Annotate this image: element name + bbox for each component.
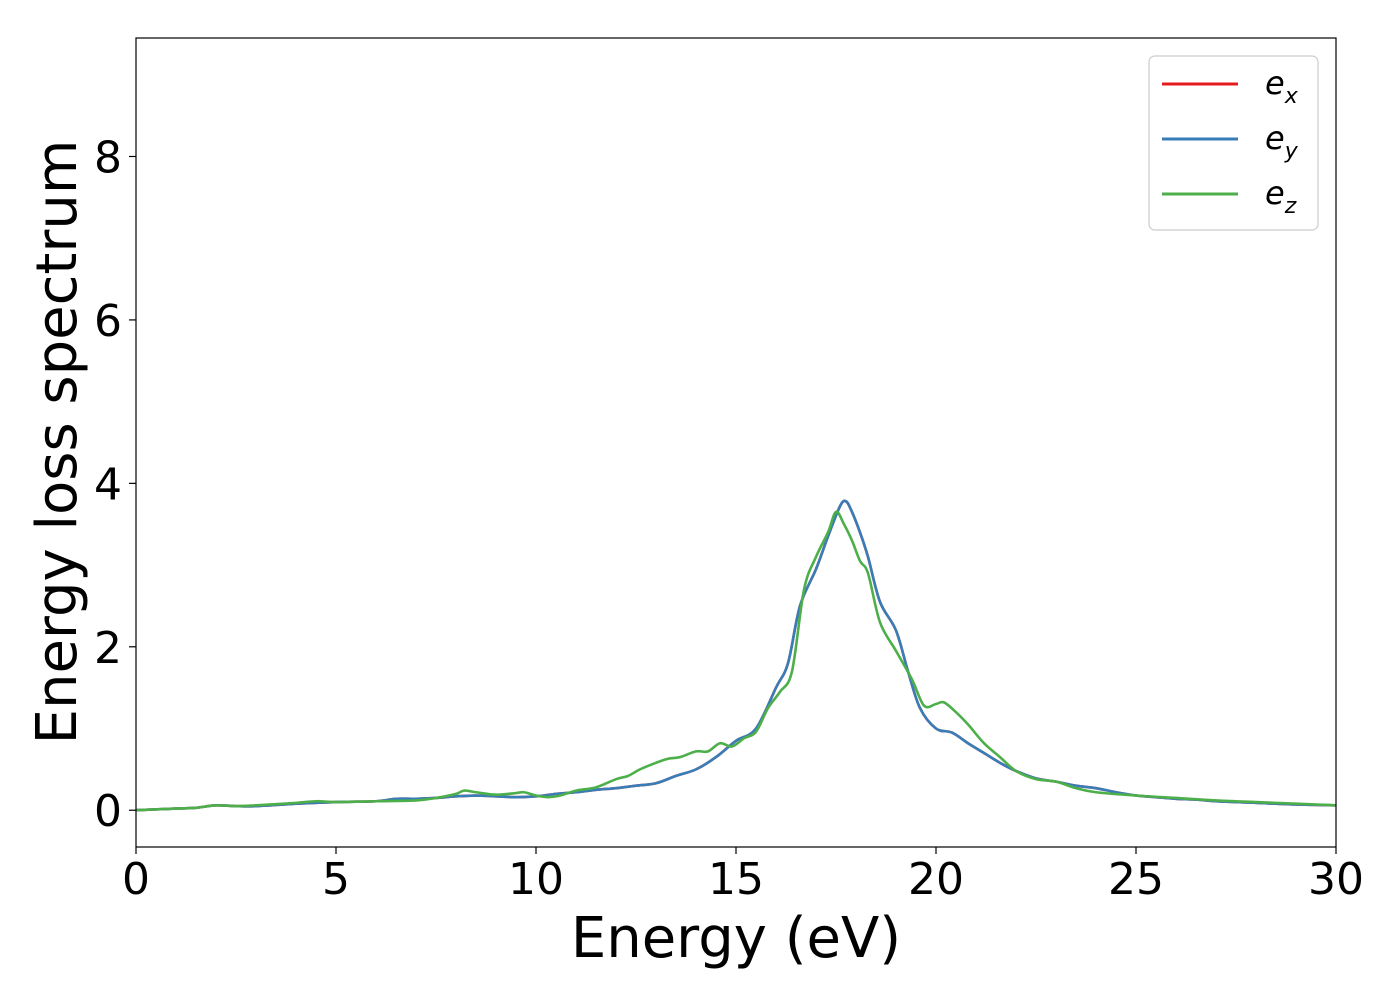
legend-label-subscript: x xyxy=(1284,84,1299,109)
series-line-ey xyxy=(135,499,1337,812)
legend-label-name: e xyxy=(1265,64,1285,102)
y-tick-label: 0 xyxy=(94,786,122,837)
legend-label-name: e xyxy=(1265,119,1285,157)
x-tick-label: 15 xyxy=(708,854,764,905)
x-tick-label: 30 xyxy=(1308,854,1364,905)
y-axis-title: Energy loss spectrum xyxy=(25,140,90,745)
legend-label-ez: ez xyxy=(1265,174,1297,219)
plot-area xyxy=(136,38,1336,847)
legend-label-subscript: y xyxy=(1284,139,1299,164)
x-axis-title: Energy (eV) xyxy=(571,906,901,971)
ticks-layer: 0 5 10 15 20 25 30 0 2 4 6 8 xyxy=(94,132,1364,905)
y-tick-label: 4 xyxy=(94,459,122,510)
x-tick-label: 5 xyxy=(322,854,350,905)
y-tick-label: 2 xyxy=(94,623,122,674)
y-tick-label: 8 xyxy=(94,132,122,183)
legend-label-ex: ex xyxy=(1265,64,1299,109)
x-tick-label: 20 xyxy=(908,854,964,905)
legend-label-subscript: z xyxy=(1284,194,1297,219)
legend-box xyxy=(1148,55,1319,231)
legend-label-name: e xyxy=(1265,174,1285,212)
series-layer xyxy=(135,499,1337,812)
x-tick-label: 10 xyxy=(508,854,564,905)
y-tick-label: 6 xyxy=(94,296,122,347)
x-tick-label: 0 xyxy=(122,854,150,905)
legend-label-ey: ey xyxy=(1265,119,1299,164)
x-tick-label: 25 xyxy=(1108,854,1164,905)
series-line-ez xyxy=(135,510,1337,812)
